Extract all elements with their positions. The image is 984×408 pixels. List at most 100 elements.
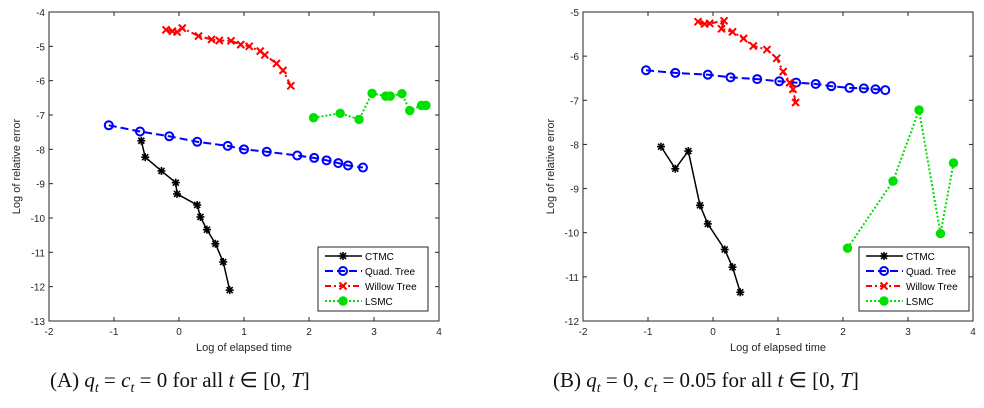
data-point (810, 78, 821, 89)
x-tick-label: 3 (905, 327, 911, 338)
data-point (703, 219, 712, 228)
legend-item: LSMC (325, 296, 393, 308)
data-point (935, 228, 946, 239)
y-tick-label: -5 (570, 8, 579, 19)
data-point (791, 98, 800, 107)
series-line (697, 19, 797, 103)
data-point (202, 225, 211, 234)
caption-b-c: c (643, 368, 654, 392)
data-point (308, 113, 319, 123)
y-tick-label: -8 (570, 140, 579, 151)
data-point (141, 153, 150, 162)
data-point (215, 36, 224, 45)
data-point (278, 66, 288, 75)
data-point (880, 85, 891, 96)
legend-item: Willow Tree (866, 281, 958, 293)
caption-b-sub: t (596, 381, 601, 397)
legend: CTMC Quad. Tree Willow Tree LSMC (317, 246, 429, 312)
x-axis-label: Log of elapsed time (196, 342, 292, 354)
series-quad-tree (103, 120, 368, 173)
x-tick-label: 1 (775, 327, 781, 338)
x-tick-label: 0 (710, 327, 716, 338)
data-point (772, 54, 781, 63)
data-point (226, 36, 236, 46)
series-willow-tree (161, 23, 296, 91)
legend-marker (338, 281, 348, 291)
y-tick-label: -8 (36, 145, 45, 156)
series-lsmc (308, 88, 431, 125)
caption-a-close: ] (302, 368, 310, 392)
data-point (135, 126, 145, 137)
legend: CTMC Quad. Tree Willow Tree LSMC (858, 246, 970, 312)
data-point (421, 100, 431, 111)
data-point (193, 200, 202, 209)
series-ctmc (137, 136, 234, 295)
data-point (103, 120, 114, 131)
data-point (696, 201, 704, 210)
legend-label: LSMC (365, 297, 393, 308)
caption-b-in: ∈ [0, (783, 368, 841, 392)
data-point (842, 243, 853, 253)
data-point (211, 239, 220, 248)
y-tick-label: -9 (36, 180, 45, 191)
data-point (357, 162, 368, 173)
series-willow-tree (693, 16, 800, 107)
data-point (774, 76, 785, 87)
legend-marker (338, 266, 348, 276)
legend-marker (879, 266, 889, 276)
y-tick-label: -10 (565, 229, 580, 240)
legend-marker (880, 252, 888, 260)
data-point (354, 114, 364, 125)
data-point (736, 288, 745, 297)
data-point (261, 146, 272, 157)
caption-a-sub: t (94, 381, 99, 397)
series-line (645, 69, 886, 92)
y-axis-label: Log of relative error (545, 118, 557, 214)
data-point (752, 74, 763, 85)
series-line (108, 124, 364, 169)
legend-marker (338, 296, 348, 306)
y-tick-label: -6 (36, 77, 45, 88)
series-ctmc (657, 142, 745, 297)
legend-item: Willow Tree (325, 281, 417, 293)
data-point (164, 131, 175, 142)
data-point (702, 69, 713, 80)
x-tick-label: 2 (840, 327, 846, 338)
data-point (405, 105, 415, 116)
data-point (720, 245, 729, 254)
x-tick-label: 1 (241, 327, 247, 338)
y-axis-label: Log of relative error (11, 118, 23, 214)
y-tick-label: -11 (31, 248, 45, 259)
legend-marker (879, 281, 889, 291)
y-tick-label: -12 (565, 317, 580, 328)
legend-item: Quad. Tree (866, 266, 956, 278)
data-point (343, 160, 353, 171)
y-tick-label: -7 (36, 111, 45, 122)
x-tick-label: 0 (176, 327, 182, 338)
caption-a-t: t (228, 368, 235, 392)
legend-label: Quad. Tree (906, 267, 956, 278)
legend-box (317, 246, 429, 312)
legend-label: CTMC (906, 252, 935, 263)
data-point (194, 31, 203, 41)
data-point (244, 42, 254, 51)
data-point (728, 263, 737, 272)
x-tick-label: -1 (644, 327, 653, 338)
data-point (725, 72, 736, 83)
data-point (309, 152, 320, 163)
y-tick-label: -13 (31, 317, 46, 328)
data-point (719, 16, 729, 26)
data-point (239, 144, 249, 155)
caption-b-eq: = 0, (600, 368, 644, 392)
data-point (335, 108, 345, 118)
caption-b-q: q (586, 368, 597, 392)
x-tick-label: 2 (306, 327, 312, 338)
data-point (749, 41, 758, 51)
legend-marker (879, 296, 889, 306)
data-point (333, 158, 344, 169)
series-lsmc (842, 105, 959, 253)
legend-marker (339, 252, 347, 260)
data-point (641, 65, 652, 76)
